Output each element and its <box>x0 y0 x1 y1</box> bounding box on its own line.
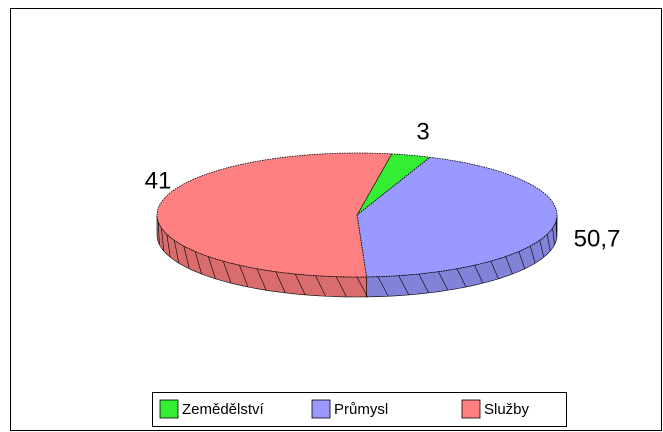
side-hatch <box>474 265 484 284</box>
slice <box>156 152 393 278</box>
value-label: 3 <box>416 118 429 145</box>
side-hatch <box>222 260 232 284</box>
side-hatch <box>529 245 536 264</box>
side-hatch <box>256 268 267 291</box>
side-hatch <box>456 268 467 288</box>
slice <box>356 156 558 278</box>
side-hatch <box>418 273 429 294</box>
legend-label: Zemědělství <box>182 401 265 418</box>
legend-swatch <box>461 399 481 419</box>
legend-swatch <box>159 399 179 419</box>
side-hatch <box>294 273 306 296</box>
value-label: 41 <box>145 167 172 194</box>
side-hatch <box>377 276 389 297</box>
side-hatch <box>505 256 513 275</box>
side-hatch <box>398 275 410 296</box>
side-hatch <box>275 271 286 294</box>
side-hatch <box>518 251 526 269</box>
side-hatch <box>546 234 551 252</box>
side-hatch <box>166 234 171 258</box>
legend-label: Služby <box>484 401 530 418</box>
value-label: 50,7 <box>574 225 621 252</box>
side-hatch <box>161 227 165 252</box>
side-hatch <box>552 227 555 245</box>
side-hatch <box>356 276 368 298</box>
legend <box>152 392 567 427</box>
side-hatch <box>438 271 449 291</box>
side-hatch <box>194 251 202 275</box>
side-hatch <box>173 240 180 264</box>
legend-label: Průmysl <box>334 401 388 418</box>
side-hatch <box>539 240 545 258</box>
side-hatch <box>555 221 558 239</box>
pie <box>156 152 558 298</box>
side-hatch <box>183 245 190 269</box>
side-hatch <box>239 265 249 288</box>
side-hatch <box>208 256 216 279</box>
side-hatch <box>335 276 347 298</box>
legend-swatch <box>311 399 331 419</box>
side-hatch <box>157 221 160 245</box>
slice <box>356 153 431 216</box>
side-hatch <box>490 260 499 279</box>
side-hatch <box>315 275 326 297</box>
